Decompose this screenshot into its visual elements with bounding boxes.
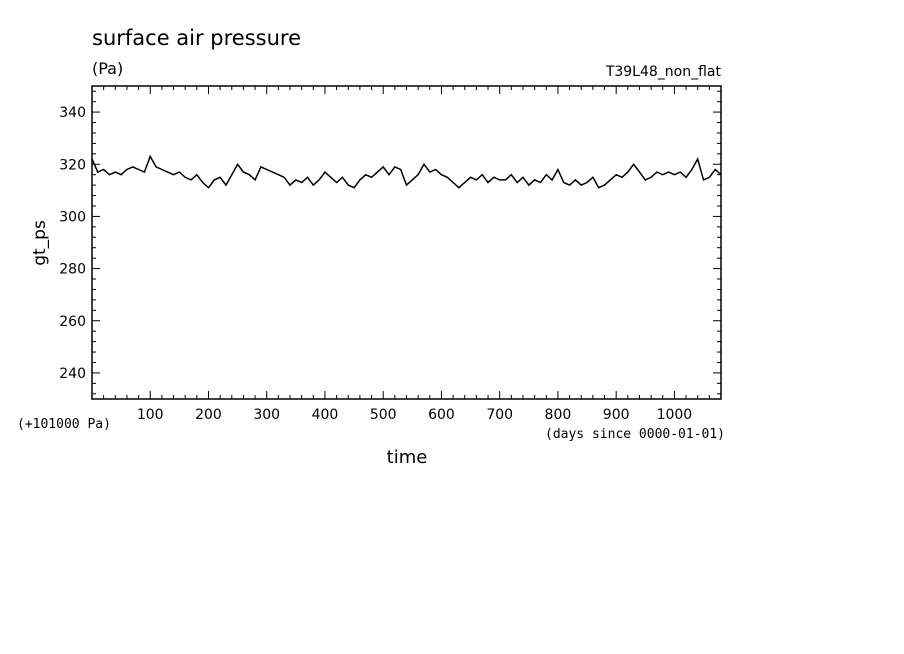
x-units-label: (days since 0000-01-01) [545, 427, 725, 442]
y-tick-label: 320 [59, 157, 86, 173]
x-tick-label: 100 [137, 407, 164, 423]
series-line [91, 154, 722, 189]
experiment-label: T39L48_non_flat [605, 64, 722, 80]
x-tick-label: 800 [545, 407, 572, 423]
plot-area: 100 200 300 400 500 600 700 800 900 1000 240 260 28… [59, 85, 722, 423]
x-tick-label: 900 [603, 407, 630, 423]
x-tick-label: 600 [428, 407, 455, 423]
y-tick-label: 340 [59, 105, 86, 121]
x-tick-label: 400 [312, 407, 339, 423]
x-tick-label: 1000 [657, 407, 693, 423]
y-tick-label: 280 [59, 262, 86, 278]
y-tick-label: 260 [59, 314, 86, 330]
chart-title: surface air pressure [92, 26, 301, 50]
x-axis-label: time [387, 447, 428, 468]
x-tick-label: 200 [195, 407, 222, 423]
y-axis-label: gt_ps [30, 220, 50, 266]
x-tick-label: 300 [253, 407, 280, 423]
x-tick-label: 500 [370, 407, 397, 423]
plot-frame [91, 85, 722, 400]
y-offset-label: (+101000 Pa) [17, 417, 111, 432]
y-tick-label: 240 [59, 366, 86, 382]
y-tick-label: 300 [59, 209, 86, 225]
units-label: (Pa) [92, 59, 123, 78]
x-tick-label: 700 [486, 407, 513, 423]
